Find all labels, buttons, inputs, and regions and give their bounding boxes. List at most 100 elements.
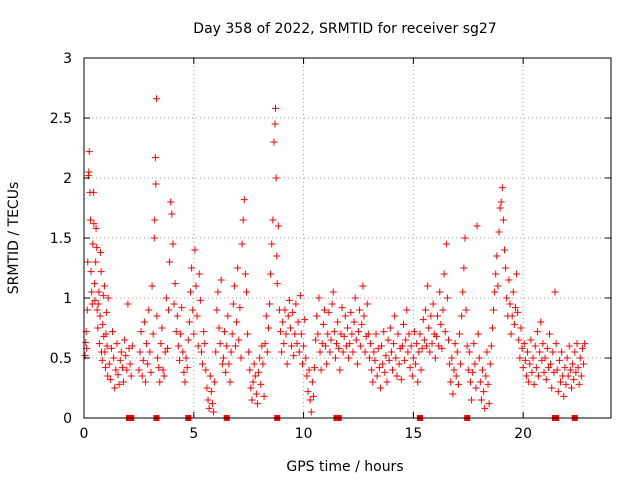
data-point	[263, 348, 271, 356]
data-point	[223, 342, 231, 350]
data-point	[118, 364, 126, 372]
data-point	[379, 360, 387, 368]
data-point	[238, 240, 246, 248]
data-point	[104, 294, 112, 302]
data-point	[572, 368, 580, 376]
data-point	[425, 324, 433, 332]
data-point	[88, 288, 96, 296]
data-point	[128, 342, 136, 350]
data-point	[441, 328, 449, 336]
data-point	[273, 252, 281, 260]
data-point	[257, 380, 265, 388]
data-point	[163, 344, 171, 352]
data-point	[308, 378, 316, 386]
data-point	[235, 336, 243, 344]
data-point	[368, 366, 376, 374]
data-point	[569, 360, 577, 368]
data-point	[369, 378, 377, 386]
data-point	[463, 342, 471, 350]
data-point	[350, 318, 358, 326]
data-point	[329, 288, 337, 296]
data-point	[120, 378, 128, 386]
data-point	[212, 348, 220, 356]
data-point	[457, 360, 465, 368]
data-point	[150, 234, 158, 242]
data-point	[503, 294, 511, 302]
data-point	[126, 360, 134, 368]
x-tick-label: 15	[404, 426, 422, 442]
data-point	[292, 300, 300, 308]
data-point	[345, 354, 353, 362]
data-point	[529, 354, 537, 362]
x-tick-label: 0	[80, 426, 89, 442]
data-point	[348, 330, 356, 338]
data-point	[191, 246, 199, 254]
data-point	[325, 308, 333, 316]
data-point	[501, 246, 509, 254]
data-point	[384, 336, 392, 344]
data-point	[116, 356, 124, 364]
data-point	[380, 328, 388, 336]
data-point	[395, 360, 403, 368]
data-point	[89, 240, 97, 248]
data-point	[452, 372, 460, 380]
data-point	[230, 282, 238, 290]
data-point	[91, 296, 99, 304]
data-point	[182, 354, 190, 362]
data-point	[93, 244, 101, 252]
data-point	[405, 330, 413, 338]
data-point	[185, 318, 193, 326]
data-point	[200, 328, 208, 336]
data-point	[291, 330, 299, 338]
data-point	[556, 378, 564, 386]
data-point	[117, 348, 125, 356]
data-point	[548, 384, 556, 392]
data-point	[242, 288, 250, 296]
data-point	[222, 368, 230, 376]
x-tick-label: 20	[514, 426, 532, 442]
data-point	[567, 384, 575, 392]
data-point	[580, 360, 588, 368]
data-point	[100, 282, 108, 290]
data-point	[421, 306, 429, 314]
data-point	[370, 348, 378, 356]
data-point	[525, 378, 533, 386]
data-point	[409, 354, 417, 362]
data-point	[381, 368, 389, 376]
data-point	[418, 344, 426, 352]
data-point	[474, 330, 482, 338]
data-point	[390, 340, 398, 348]
data-point	[197, 348, 205, 356]
data-point	[92, 258, 100, 266]
data-point	[99, 292, 107, 300]
data-point	[84, 258, 92, 266]
data-point	[513, 270, 521, 278]
data-point	[519, 364, 527, 372]
data-point	[224, 312, 232, 320]
data-point	[540, 368, 548, 376]
data-point	[471, 360, 479, 368]
data-point	[255, 368, 263, 376]
data-point	[113, 340, 121, 348]
data-point	[482, 372, 490, 380]
data-point	[354, 328, 362, 336]
data-point	[267, 270, 275, 278]
data-point	[207, 388, 215, 396]
data-point	[196, 296, 204, 304]
data-point	[237, 354, 245, 362]
data-point	[180, 368, 188, 376]
data-point	[194, 342, 202, 350]
data-point	[571, 348, 579, 356]
data-point	[244, 330, 252, 338]
data-point	[562, 380, 570, 388]
data-point	[172, 328, 180, 336]
data-point	[158, 324, 166, 332]
data-point	[303, 372, 311, 380]
data-point	[414, 378, 422, 386]
data-point	[288, 342, 296, 350]
data-point	[159, 366, 167, 374]
data-point	[280, 340, 288, 348]
data-point	[94, 300, 102, 308]
data-point	[193, 312, 201, 320]
data-point	[532, 364, 540, 372]
